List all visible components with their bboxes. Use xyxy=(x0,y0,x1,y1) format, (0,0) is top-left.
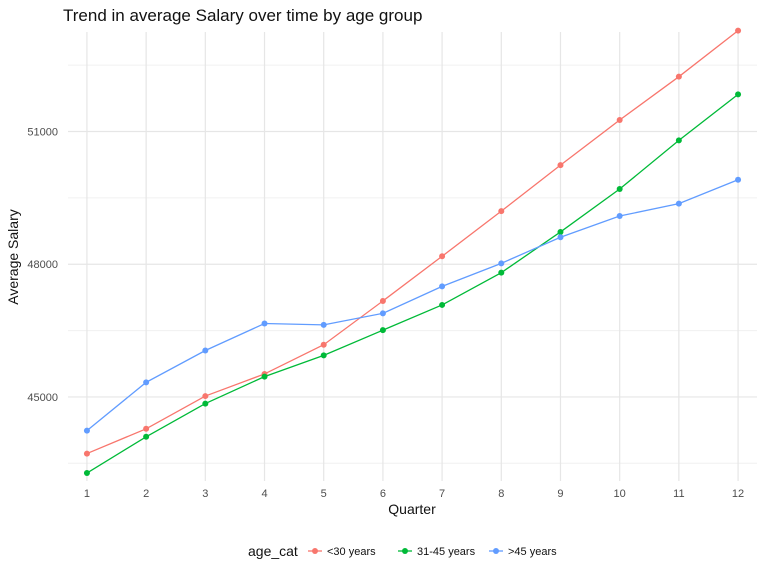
data-point xyxy=(557,162,564,169)
data-point xyxy=(557,228,564,235)
data-point xyxy=(379,310,386,317)
legend-key-point xyxy=(312,548,318,554)
x-tick-label: 6 xyxy=(380,488,386,500)
x-tick-label: 5 xyxy=(321,488,327,500)
data-point xyxy=(202,393,209,400)
data-point xyxy=(261,320,268,327)
data-point xyxy=(261,373,268,380)
data-point xyxy=(202,400,209,407)
data-point xyxy=(498,208,505,215)
data-point xyxy=(616,213,623,220)
legend-key-point xyxy=(493,548,499,554)
data-point xyxy=(379,297,386,304)
data-point xyxy=(83,470,90,477)
data-point xyxy=(616,117,623,124)
data-point xyxy=(320,352,327,359)
data-point xyxy=(379,327,386,334)
data-point xyxy=(83,427,90,434)
y-tick-label: 48000 xyxy=(27,259,58,271)
x-tick-label: 11 xyxy=(673,488,684,500)
chart-title: Trend in average Salary over time by age… xyxy=(63,6,422,25)
legend: age_cat <30 years 31-45 years >45 years xyxy=(248,543,557,559)
data-point xyxy=(675,200,682,207)
x-tick-label: 2 xyxy=(143,488,149,500)
data-point xyxy=(439,253,446,260)
legend-label: <30 years xyxy=(327,546,376,558)
data-point xyxy=(675,73,682,80)
data-point xyxy=(320,321,327,328)
data-point xyxy=(143,433,150,440)
data-point xyxy=(675,137,682,144)
series-2 xyxy=(83,176,742,434)
x-tick-label: 12 xyxy=(732,488,744,500)
legend-key-point xyxy=(402,548,408,554)
x-tick-label: 4 xyxy=(261,488,267,500)
x-tick-label: 3 xyxy=(202,488,208,500)
x-tick-labels: 1 2 3 4 5 6 7 8 9 10 11 12 xyxy=(84,488,744,500)
gridlines xyxy=(68,32,757,481)
y-tick-labels: 45000 48000 51000 xyxy=(27,127,58,404)
x-tick-label: 9 xyxy=(557,488,563,500)
data-point xyxy=(498,269,505,276)
data-point xyxy=(143,379,150,386)
data-point xyxy=(735,91,742,98)
series-line xyxy=(86,179,739,432)
legend-label: 31-45 years xyxy=(417,546,476,558)
data-point xyxy=(320,341,327,348)
x-tick-label: 1 xyxy=(84,488,90,500)
legend-item: <30 years xyxy=(308,546,376,558)
data-point xyxy=(143,425,150,432)
x-axis-title: Quarter xyxy=(388,501,436,517)
data-point xyxy=(616,186,623,193)
data-point xyxy=(439,283,446,290)
data-point xyxy=(735,176,742,183)
series-line xyxy=(86,93,739,474)
y-tick-label: 51000 xyxy=(27,127,58,139)
series-layer xyxy=(83,27,742,477)
legend-title: age_cat xyxy=(248,543,298,559)
legend-item: 31-45 years xyxy=(398,546,476,558)
series-1 xyxy=(83,91,742,477)
y-axis-title: Average Salary xyxy=(5,209,21,304)
series-line xyxy=(86,30,739,455)
legend-label: >45 years xyxy=(508,546,557,558)
series-0 xyxy=(83,27,742,457)
data-point xyxy=(735,27,742,34)
data-point xyxy=(202,347,209,354)
x-tick-label: 8 xyxy=(498,488,504,500)
data-point xyxy=(439,301,446,308)
data-point xyxy=(83,450,90,457)
x-tick-label: 7 xyxy=(439,488,445,500)
data-point xyxy=(557,234,564,241)
data-point xyxy=(498,260,505,267)
y-tick-label: 45000 xyxy=(27,392,58,404)
x-tick-label: 10 xyxy=(614,488,626,500)
legend-item: >45 years xyxy=(489,546,557,558)
